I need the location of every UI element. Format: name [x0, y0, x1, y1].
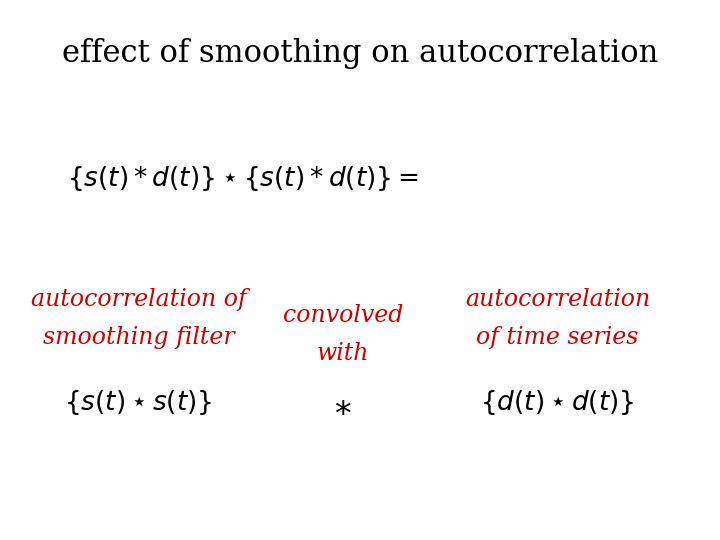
Text: convolved: convolved: [283, 305, 403, 327]
Text: $\{s(t) \star s(t)\}$: $\{s(t) \star s(t)\}$: [64, 388, 212, 417]
Text: autocorrelation of: autocorrelation of: [30, 288, 246, 311]
Text: $*$: $*$: [334, 396, 352, 430]
Text: of time series: of time series: [477, 326, 639, 349]
Text: effect of smoothing on autocorrelation: effect of smoothing on autocorrelation: [62, 38, 658, 69]
Text: $\{d(t) \star d(t)\}$: $\{d(t) \star d(t)\}$: [480, 388, 635, 417]
Text: autocorrelation: autocorrelation: [465, 288, 650, 311]
Text: smoothing filter: smoothing filter: [42, 326, 234, 349]
Text: $\{s(t) * d(t)\} \star \{s(t) * d(t)\} =$: $\{s(t) * d(t)\} \star \{s(t) * d(t)\} =…: [67, 164, 419, 193]
Text: with: with: [317, 342, 369, 365]
